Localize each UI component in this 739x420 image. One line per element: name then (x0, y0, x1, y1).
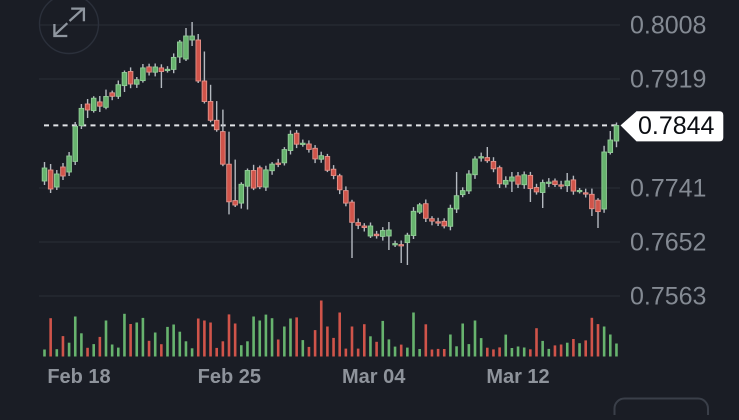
svg-text:0.7563: 0.7563 (630, 283, 706, 311)
svg-text:0.7741: 0.7741 (630, 175, 706, 203)
svg-text:0.7652: 0.7652 (630, 229, 706, 257)
svg-text:0.8008: 0.8008 (630, 12, 706, 40)
svg-text:Mar 04: Mar 04 (342, 366, 406, 388)
svg-text:Feb 18: Feb 18 (47, 366, 110, 388)
svg-text:0.7844: 0.7844 (638, 112, 715, 140)
svg-text:0.7919: 0.7919 (630, 66, 706, 94)
svg-text:Mar 12: Mar 12 (486, 366, 549, 388)
svg-text:Feb 25: Feb 25 (198, 366, 261, 388)
